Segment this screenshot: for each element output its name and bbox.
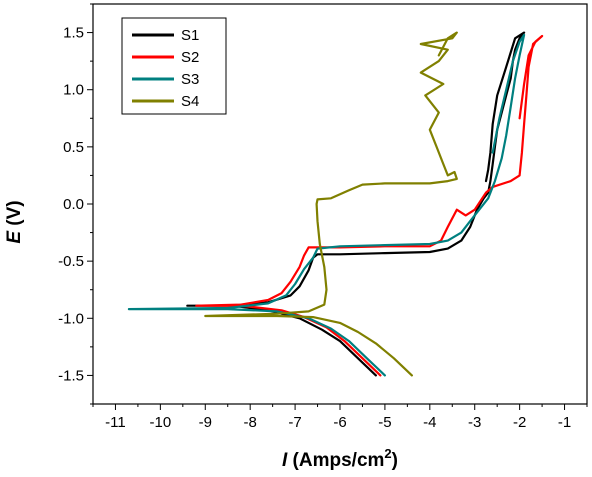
x-tick-label: -3 [468, 414, 481, 431]
legend-label-s1: S1 [181, 27, 199, 44]
x-tick-label: -10 [150, 414, 172, 431]
x-tick-label: -11 [105, 414, 126, 431]
series-line-s2 [195, 34, 544, 377]
x-axis-title: I (Amps/cm2) [282, 446, 398, 471]
series-line-s3 [127, 33, 526, 377]
x-tick-label: -7 [288, 414, 301, 431]
x-axis-title-unit: (Amps/cm [287, 450, 384, 471]
y-tick-label: -1.0 [58, 310, 84, 327]
y-tick-label: -0.5 [58, 253, 84, 270]
series-layer [127, 31, 544, 377]
y-tick-label: 0.5 [63, 139, 84, 156]
x-axis-title-symbol: I [282, 450, 288, 471]
x-tick-label: -5 [378, 414, 391, 431]
x-tick-label: -8 [244, 414, 257, 431]
series-line-s1 [186, 31, 526, 377]
x-tick-label: -1 [558, 414, 571, 431]
legend-label-s3: S3 [181, 71, 199, 88]
y-axis-ticks: -1.5 -1.0 -0.5 0.0 0.5 1.0 1.5 [58, 3, 93, 405]
y-axis-title: E (V) [4, 200, 25, 243]
x-tick-label: -2 [513, 414, 526, 431]
y-axis-title-unit: (V) [4, 200, 25, 231]
y-axis-title-symbol: E [4, 230, 25, 244]
x-tick-label: -9 [199, 414, 212, 431]
y-tick-label: 0.0 [63, 196, 84, 213]
x-axis-title-superscript: 2 [384, 446, 391, 461]
x-axis-title-close: ) [392, 450, 398, 471]
x-tick-label: -4 [423, 414, 436, 431]
x-tick-label: -6 [333, 414, 346, 431]
legend-label-s2: S2 [181, 49, 199, 66]
y-tick-label: -1.5 [58, 367, 84, 384]
legend-label-s4: S4 [181, 93, 199, 110]
legend: S1 S2 S3 S4 [121, 17, 227, 115]
series-line-s4 [204, 31, 458, 377]
y-tick-label: 1.0 [63, 82, 84, 99]
y-tick-label: 1.5 [63, 25, 84, 42]
x-axis-ticks: -11 -10 -9 -8 -7 -6 -5 -4 -3 -2 -1 [92, 404, 588, 431]
